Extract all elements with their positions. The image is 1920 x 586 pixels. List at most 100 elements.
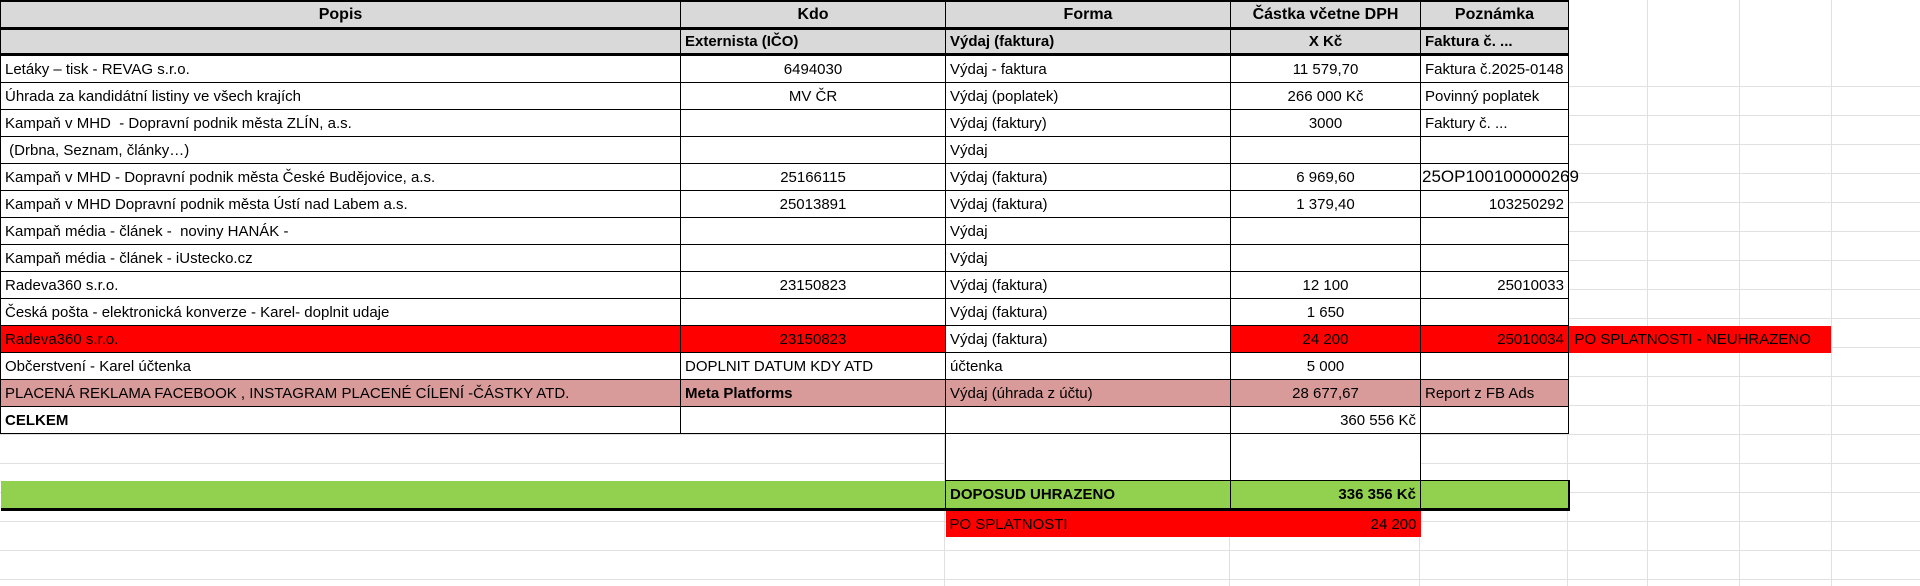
overdue-value[interactable]: 24 200 bbox=[1230, 509, 1421, 537]
cell-kdo[interactable] bbox=[680, 109, 946, 137]
cell-kdo[interactable]: 6494030 bbox=[680, 54, 946, 83]
cell-popis[interactable]: Kampaň v MHD Dopravní podnik města Ústí … bbox=[0, 190, 681, 218]
cell-castka[interactable]: 11 579,70 bbox=[1230, 54, 1421, 83]
cell-poznamka[interactable]: Faktury č. ... bbox=[1420, 109, 1569, 137]
subheader-poznamka[interactable]: Faktura č. ... bbox=[1420, 28, 1569, 56]
cell-castka[interactable]: 1 379,40 bbox=[1230, 190, 1421, 218]
table-row: Úhrada za kandidátní listiny ve všech kr… bbox=[0, 82, 1569, 110]
empty-cell[interactable] bbox=[1420, 480, 1570, 511]
cell-poznamka[interactable] bbox=[1420, 298, 1569, 326]
overdue-label[interactable]: PO SPLATNOSTI bbox=[945, 509, 1231, 537]
cell-forma[interactable]: Výdaj (faktura) bbox=[945, 325, 1231, 353]
cell-castka[interactable] bbox=[1230, 136, 1421, 164]
column-header-forma[interactable]: Forma bbox=[945, 0, 1231, 30]
paid-label[interactable]: DOPOSUD UHRAZENO bbox=[945, 480, 1231, 511]
empty-cell[interactable] bbox=[0, 480, 946, 511]
paid-value[interactable]: 336 356 Kč bbox=[1230, 480, 1421, 511]
cell-kdo[interactable] bbox=[680, 217, 946, 245]
cell-popis[interactable]: Kampaň v MHD - Dopravní podnik města Čes… bbox=[0, 163, 681, 191]
cell-poznamka[interactable]: 25OP100100000269 bbox=[1420, 163, 1579, 191]
cell-poznamka[interactable] bbox=[1420, 136, 1569, 164]
cell-forma[interactable]: Výdaj (faktura) bbox=[945, 271, 1231, 299]
empty-cell[interactable] bbox=[1, 510, 946, 538]
cell-poznamka[interactable]: Povinný poplatek bbox=[1420, 82, 1569, 110]
cell-forma[interactable]: Výdaj (faktury) bbox=[945, 109, 1231, 137]
cell-kdo[interactable]: 25166115 bbox=[680, 163, 946, 191]
subheader-popis[interactable] bbox=[0, 28, 681, 56]
cell-forma[interactable]: Výdaj (faktura) bbox=[945, 190, 1231, 218]
empty-cell[interactable] bbox=[1, 434, 946, 458]
cell-castka[interactable]: 6 969,60 bbox=[1230, 163, 1421, 191]
subheader-forma[interactable]: Výdaj (faktura) bbox=[945, 28, 1231, 56]
cell-castka[interactable] bbox=[1230, 217, 1421, 245]
cell-kdo[interactable]: 23150823 bbox=[680, 325, 946, 353]
cell-kdo[interactable]: 25013891 bbox=[680, 190, 946, 218]
cell-castka[interactable] bbox=[1230, 244, 1421, 272]
cell-poznamka[interactable]: Faktura č.2025-0148 bbox=[1420, 54, 1569, 83]
table-row: Česká pošta - elektronická konverze - Ka… bbox=[0, 298, 1569, 326]
empty-cell[interactable] bbox=[945, 457, 1231, 481]
cell-kdo[interactable] bbox=[680, 298, 946, 326]
overdue-note[interactable]: PO SPLATNOSTI - NEUHRAZENO bbox=[1568, 325, 1831, 353]
cell-forma[interactable]: Výdaj (faktura) bbox=[945, 298, 1231, 326]
column-header-poznamka[interactable]: Poznámka bbox=[1420, 0, 1569, 30]
cell-popis[interactable]: Občerstvení - Karel účtenka bbox=[0, 352, 681, 380]
cell-popis[interactable]: Radeva360 s.r.o. bbox=[0, 271, 681, 299]
empty-cell[interactable] bbox=[945, 433, 1231, 457]
empty-cell[interactable] bbox=[1230, 457, 1421, 481]
cell-poznamka[interactable]: 25010034 bbox=[1420, 325, 1569, 353]
subheader-castka[interactable]: X Kč bbox=[1230, 28, 1421, 56]
cell-kdo[interactable]: 23150823 bbox=[680, 271, 946, 299]
cell-popis[interactable]: CELKEM bbox=[0, 406, 681, 434]
cell-popis[interactable]: Kampaň v MHD - Dopravní podnik města ZLÍ… bbox=[0, 109, 681, 137]
cell-popis[interactable]: Letáky – tisk - REVAG s.r.o. bbox=[0, 54, 681, 83]
cell-forma[interactable]: Výdaj bbox=[945, 217, 1231, 245]
cell-poznamka[interactable] bbox=[1420, 352, 1569, 380]
cell-castka[interactable]: 266 000 Kč bbox=[1230, 82, 1421, 110]
cell-poznamka[interactable] bbox=[1420, 244, 1569, 272]
cell-forma[interactable]: Výdaj bbox=[945, 136, 1231, 164]
cell-popis[interactable]: (Drbna, Seznam, články…) bbox=[0, 136, 681, 164]
cell-popis[interactable]: Kampaň média - článek - iUstecko.cz bbox=[0, 244, 681, 272]
cell-castka[interactable]: 5 000 bbox=[1230, 352, 1421, 380]
cell-kdo[interactable] bbox=[680, 406, 946, 434]
cell-popis[interactable]: Česká pošta - elektronická konverze - Ka… bbox=[0, 298, 681, 326]
cell-forma[interactable]: účtenka bbox=[945, 352, 1231, 380]
cell-kdo[interactable] bbox=[680, 244, 946, 272]
cell-forma[interactable]: Výdaj - faktura bbox=[945, 54, 1231, 83]
cell-forma[interactable]: Výdaj bbox=[945, 244, 1231, 272]
table-row: Kampaň média - článek - noviny HANÁK - Vý… bbox=[0, 217, 1569, 245]
cell-castka[interactable]: 12 100 bbox=[1230, 271, 1421, 299]
cell-forma[interactable]: Výdaj (úhrada z účtu) bbox=[945, 379, 1231, 407]
cell-kdo[interactable]: DOPLNIT DATUM KDY ATD bbox=[680, 352, 946, 380]
cell-poznamka[interactable]: 25010033 bbox=[1420, 271, 1569, 299]
cell-popis[interactable]: Kampaň média - článek - noviny HANÁK - bbox=[0, 217, 681, 245]
cell-poznamka[interactable] bbox=[1420, 217, 1569, 245]
cell-castka[interactable]: 24 200 bbox=[1230, 325, 1421, 353]
cell-castka[interactable]: 28 677,67 bbox=[1230, 379, 1421, 407]
empty-cell[interactable] bbox=[1, 457, 946, 481]
cell-castka[interactable]: 360 556 Kč bbox=[1230, 406, 1421, 434]
cell-poznamka[interactable] bbox=[1420, 406, 1569, 434]
cell-kdo[interactable]: MV ČR bbox=[680, 82, 946, 110]
cell-popis[interactable]: Úhrada za kandidátní listiny ve všech kr… bbox=[0, 82, 681, 110]
cell-castka[interactable]: 1 650 bbox=[1230, 298, 1421, 326]
empty-cell[interactable] bbox=[1421, 457, 1569, 481]
cell-forma[interactable] bbox=[945, 406, 1231, 434]
cell-kdo[interactable]: Meta Platforms bbox=[680, 379, 946, 407]
cell-forma[interactable]: Výdaj (poplatek) bbox=[945, 82, 1231, 110]
cell-popis[interactable]: PLACENÁ REKLAMA FACEBOOK , INSTAGRAM PLA… bbox=[0, 379, 681, 407]
cell-forma[interactable]: Výdaj (faktura) bbox=[945, 163, 1231, 191]
empty-cell[interactable] bbox=[1421, 510, 1569, 538]
column-header-castka[interactable]: Částka včetne DPH bbox=[1230, 0, 1421, 30]
cell-poznamka[interactable]: 103250292 bbox=[1420, 190, 1569, 218]
empty-cell[interactable] bbox=[1230, 433, 1421, 457]
cell-kdo[interactable] bbox=[680, 136, 946, 164]
empty-cell[interactable] bbox=[1421, 434, 1569, 458]
cell-popis[interactable]: Radeva360 s.r.o. bbox=[0, 325, 681, 353]
cell-castka[interactable]: 3000 bbox=[1230, 109, 1421, 137]
subheader-kdo[interactable]: Externista (IČO) bbox=[680, 28, 946, 56]
column-header-popis[interactable]: Popis bbox=[0, 0, 681, 30]
cell-poznamka[interactable]: Report z FB Ads bbox=[1420, 379, 1569, 407]
column-header-kdo[interactable]: Kdo bbox=[680, 0, 946, 30]
